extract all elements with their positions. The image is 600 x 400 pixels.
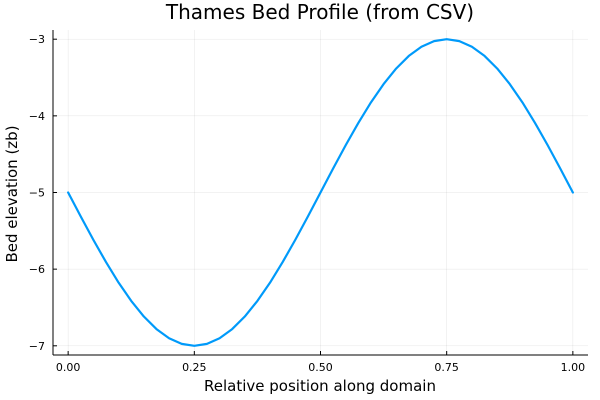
y-tick-label: −3 [29, 33, 45, 46]
y-tick-label: −7 [29, 340, 45, 353]
x-tick-label: 0.75 [434, 361, 459, 374]
tick-labels: 0.00 0.25 0.50 0.75 1.00 −3 −4 −5 −6 −7 [29, 33, 585, 374]
y-tick-label: −5 [29, 187, 45, 200]
x-tick-label: 0.50 [308, 361, 333, 374]
y-tick-label: −6 [29, 263, 45, 276]
axes [52, 30, 588, 356]
x-tick-label: 0.25 [182, 361, 207, 374]
y-tick-label: −4 [29, 110, 45, 123]
chart-title: Thames Bed Profile (from CSV) [165, 0, 474, 24]
y-axis-label: Bed elevation (zb) [3, 125, 21, 262]
series-line [67, 38, 574, 347]
x-axis-label: Relative position along domain [204, 377, 436, 395]
x-tick-label: 1.00 [561, 361, 586, 374]
data-series [67, 38, 574, 347]
x-tick-label: 0.00 [56, 361, 81, 374]
